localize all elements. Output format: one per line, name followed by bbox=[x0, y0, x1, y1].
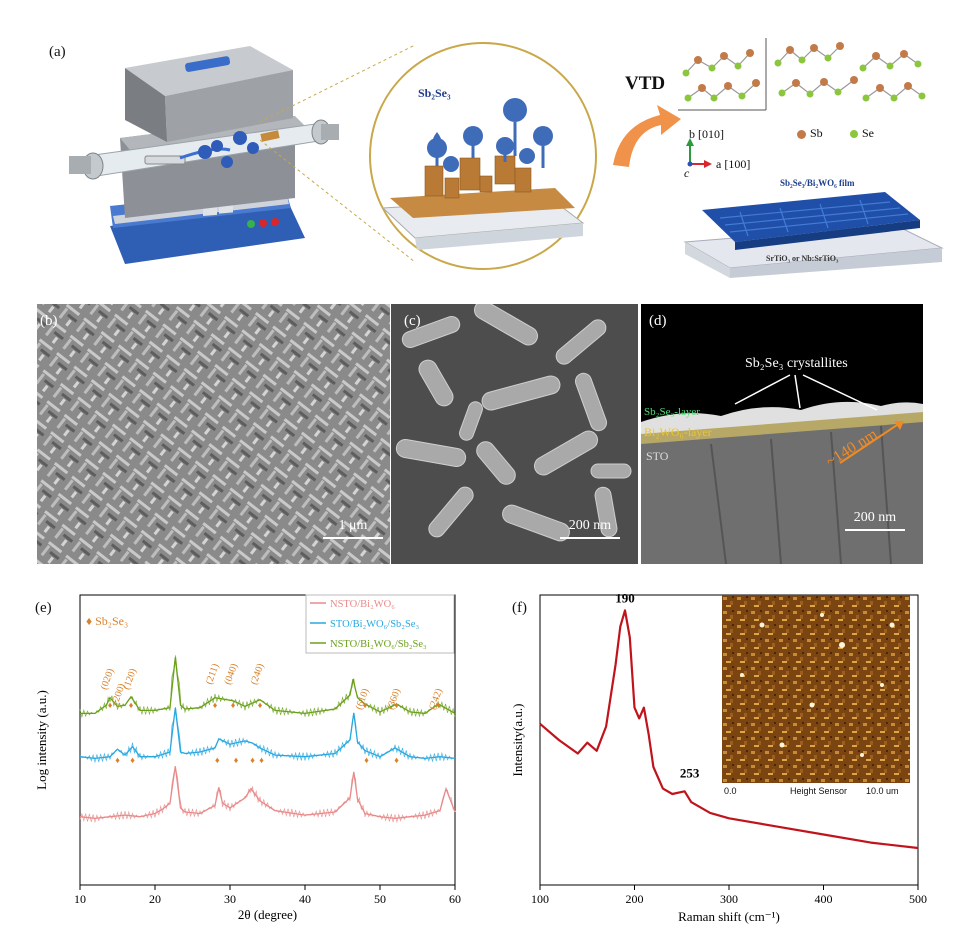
series-noise-2 bbox=[79, 706, 456, 764]
legend-entry-2: STO/Bi₂WO₆/Sb₂Se₃ bbox=[330, 619, 419, 630]
legend-se: Se bbox=[862, 126, 874, 140]
peak-label-253: 253 bbox=[680, 765, 700, 780]
panel-c-label: (c) bbox=[404, 313, 421, 329]
x-tick-label: 60 bbox=[449, 892, 461, 906]
plot-frame bbox=[79, 594, 456, 886]
se-atom-icon bbox=[850, 130, 858, 138]
film-label: Sb₂Se₃/Bi₂WO₆ film bbox=[780, 178, 855, 188]
peak-annotation: (211) bbox=[204, 662, 222, 686]
diamond-marker: ♦ bbox=[394, 700, 399, 710]
diamond-marker: ♦ bbox=[130, 755, 135, 765]
series-noise-3 bbox=[79, 655, 456, 719]
sem-image-b bbox=[37, 304, 390, 564]
legend-entry-3: NSTO/Bi₂WO₆/Sb₂Se₃ bbox=[330, 639, 427, 650]
x-tick-label: 50 bbox=[374, 892, 386, 906]
substrate-label: SrTiO₃ or Nb:SrTiO₃ bbox=[766, 254, 839, 263]
diamond-marker: ♦ bbox=[231, 700, 236, 710]
afm-max: 10.0 um bbox=[866, 786, 899, 796]
x-axis-label: Raman shift (cm⁻¹) bbox=[678, 909, 780, 924]
panel-e-label: (e) bbox=[35, 600, 52, 616]
marker-legend: ♦ Sb₂Se₃ bbox=[86, 614, 128, 628]
panel-f-label: (f) bbox=[512, 600, 527, 616]
film-illustration bbox=[683, 192, 944, 278]
x-tick-label: 40 bbox=[299, 892, 311, 906]
diamond-marker: ♦ bbox=[394, 755, 399, 765]
crystallite-arrows bbox=[734, 374, 878, 411]
x-tick-label: 300 bbox=[720, 892, 738, 906]
layer3-label: STO bbox=[646, 449, 669, 463]
vtd-label: VTD bbox=[625, 73, 666, 94]
panel-d-label: (d) bbox=[649, 313, 667, 329]
thickness-arrow bbox=[839, 421, 904, 464]
diamond-marker: ♦ bbox=[259, 755, 264, 765]
series-noise-1 bbox=[79, 767, 456, 824]
panel-a-label: (a) bbox=[49, 44, 66, 60]
x-tick-label: 20 bbox=[149, 892, 161, 906]
scale-bar-c: 200 nm bbox=[560, 518, 620, 539]
y-axis-label: Intensity(a.u.) bbox=[510, 704, 525, 777]
peak-annotation: (020) bbox=[99, 667, 117, 691]
axis-a-label: a [100] bbox=[716, 157, 751, 171]
diamond-marker: ♦ bbox=[115, 755, 120, 765]
crystal-structure bbox=[678, 38, 926, 111]
legend-entry-1: NSTO/Bi₂WO₆ bbox=[330, 599, 395, 610]
diamond-marker: ♦ bbox=[364, 755, 369, 765]
xrd-chart: 10 20 30 40 50 60 2θ (degree) Log intensity (a.… bbox=[34, 594, 461, 922]
layer2-label: Bi₂WO₆-layer bbox=[644, 425, 712, 439]
x-tick-label: 10 bbox=[74, 892, 86, 906]
sem-image-d bbox=[641, 304, 923, 564]
afm-min: 0.0 bbox=[724, 786, 737, 796]
diamond-marker: ♦ bbox=[129, 700, 134, 710]
legend-box bbox=[305, 594, 455, 654]
scale-bar-d: 200 nm bbox=[845, 510, 905, 531]
axis-triad bbox=[686, 138, 712, 168]
crystallites-label: Sb₂Se₃ crystallites bbox=[745, 356, 848, 371]
layer1-label: Sb₂Se₃-layer bbox=[644, 406, 700, 418]
series-line-1 bbox=[79, 766, 456, 820]
x-tick-label: 200 bbox=[626, 892, 644, 906]
raman-chart: 100 200 300 400 500 Raman shift (cm⁻¹) Intensi… bbox=[510, 590, 927, 924]
x-tick-label: 500 bbox=[909, 892, 927, 906]
x-axis-label: 2θ (degree) bbox=[238, 907, 297, 922]
afm-inset-image bbox=[722, 595, 910, 783]
diamond-marker: ♦ bbox=[363, 700, 368, 710]
diamond-marker: ♦ bbox=[213, 700, 218, 710]
sem-image-c bbox=[391, 304, 638, 564]
x-tick-label: 100 bbox=[531, 892, 549, 906]
scale-bar-d-text: 200 nm bbox=[853, 510, 897, 525]
raman-series-line bbox=[539, 609, 919, 850]
diamond-marker: ♦ bbox=[258, 700, 263, 710]
growth-inset-circle bbox=[369, 42, 597, 270]
peak-annotation: (240) bbox=[249, 662, 267, 686]
diamond-marker: ♦ bbox=[108, 700, 113, 710]
x-tick-label: 30 bbox=[224, 892, 236, 906]
series-line-2 bbox=[79, 708, 456, 760]
x-tick-label: 400 bbox=[815, 892, 833, 906]
y-axis-label: Log intensity (a.u.) bbox=[34, 690, 49, 790]
diamond-marker: ♦ bbox=[250, 755, 255, 765]
tube-furnace-illustration bbox=[69, 46, 339, 264]
scale-bar-b-text: 1 μm bbox=[338, 518, 368, 533]
axis-c-label: c bbox=[684, 166, 690, 180]
afm-caption: Height Sensor bbox=[790, 786, 848, 796]
diamond-marker: ♦ bbox=[436, 700, 441, 710]
diamond-marker: ♦ bbox=[234, 755, 239, 765]
vtd-arrow bbox=[613, 105, 681, 167]
diamond-marker: ♦ bbox=[215, 755, 220, 765]
scale-bar-c-text: 200 nm bbox=[568, 518, 612, 533]
peak-label-190: 190 bbox=[615, 590, 635, 605]
peak-annotation: (040) bbox=[223, 662, 241, 686]
peak-annotation: (120) bbox=[121, 667, 139, 691]
droplet-label: Sb₂Se₃ bbox=[418, 86, 451, 100]
axis-b-label: b [010] bbox=[689, 127, 724, 141]
zoom-lines bbox=[260, 44, 416, 263]
panel-b-label: (b) bbox=[40, 313, 58, 329]
legend-sb: Sb bbox=[810, 126, 823, 140]
sb-atom-icon bbox=[797, 130, 806, 139]
scale-bar-b: 1 μm bbox=[323, 518, 383, 539]
